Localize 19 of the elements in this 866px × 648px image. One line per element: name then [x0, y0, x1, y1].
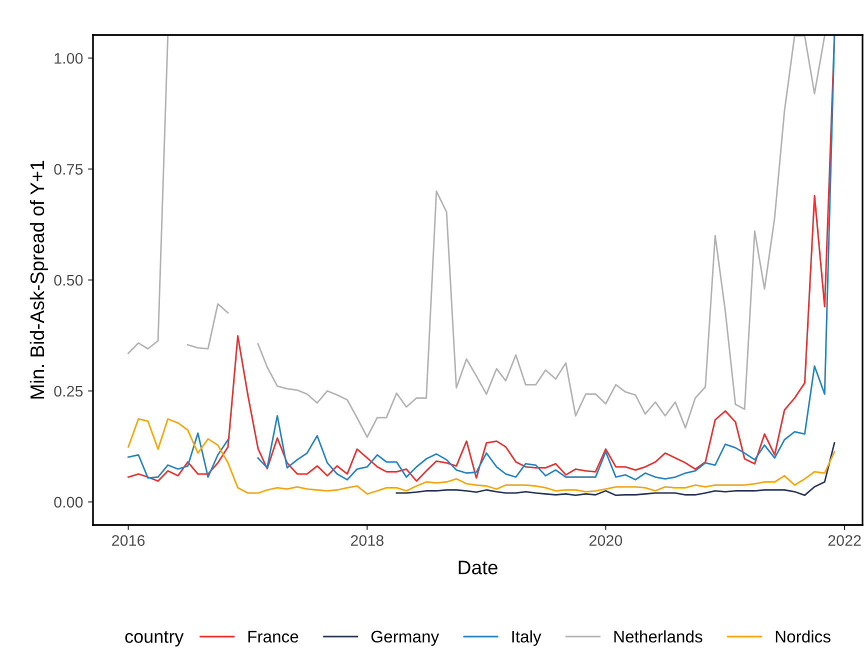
line-series	[396, 442, 836, 496]
x-axis-title: Date	[458, 560, 498, 574]
x-tick-label: 2020	[589, 535, 622, 546]
legend-label: Germany	[371, 630, 440, 646]
y-tick-label: 0.50	[54, 274, 83, 286]
x-tick-label: 2018	[350, 535, 384, 546]
line-series	[128, 418, 836, 495]
x-tick-label: 2022	[828, 535, 861, 546]
legend-label: Nordics	[776, 630, 830, 643]
y-tick-label: 0.25	[54, 386, 83, 397]
y-tick-label: 1.00	[54, 52, 83, 64]
y-tick-label: 0.00	[54, 496, 83, 508]
legend-label: Italy	[512, 630, 542, 646]
legend-label: Netherlands	[614, 630, 702, 643]
legend-label: France	[248, 630, 298, 643]
y-axis-title: Min. Bid-Ask-Spread of Y+1	[30, 160, 48, 398]
x-tick-label: 2016	[112, 535, 145, 546]
legend-title: country	[125, 631, 184, 646]
y-tick-label: 0.75	[54, 164, 83, 175]
